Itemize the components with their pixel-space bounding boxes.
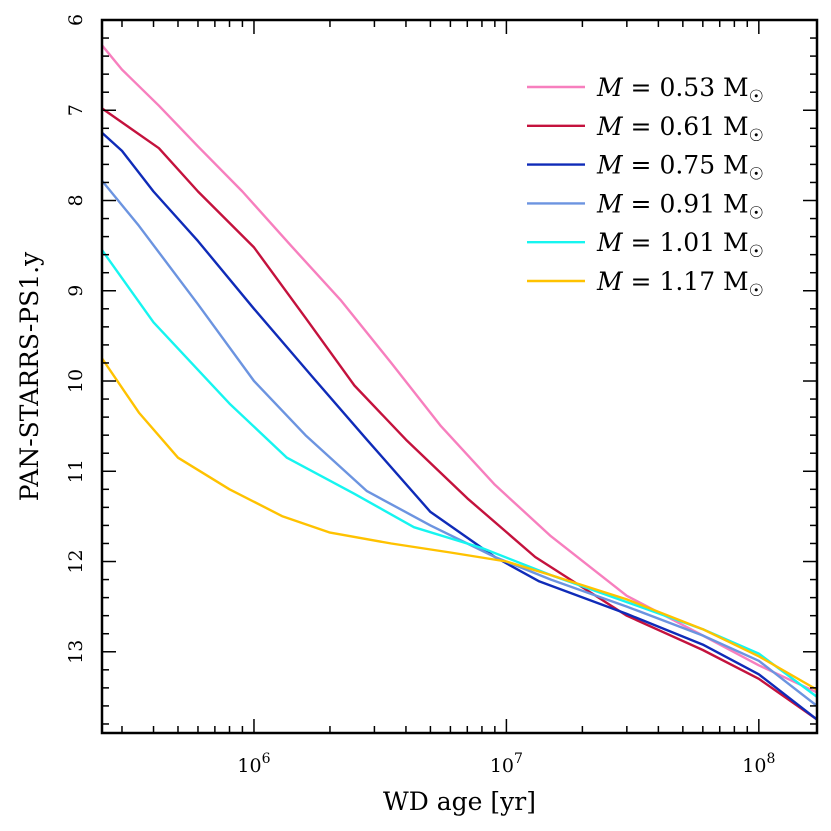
legend-variable: M — [596, 73, 624, 102]
legend-variable: M — [596, 228, 624, 257]
series-line-4 — [102, 179, 817, 707]
legend-sun-symbol: ☉ — [749, 165, 764, 185]
legend-equation: = 0.61 M — [623, 112, 749, 141]
legend-label-3: M = 0.75 M☉ — [596, 151, 764, 185]
legend-equation: = 1.17 M — [623, 267, 749, 296]
legend-label-1: M = 0.53 M☉ — [596, 73, 764, 107]
y-tick-label: 9 — [65, 285, 87, 297]
legend-variable: M — [596, 189, 624, 218]
legend-sun-symbol: ☉ — [749, 281, 764, 301]
series-line-5 — [102, 249, 817, 698]
legend-label-5: M = 1.01 M☉ — [596, 228, 764, 262]
x-tick-base: 10 — [237, 755, 261, 777]
y-tick-label: 12 — [65, 549, 87, 573]
legend-sun-symbol: ☉ — [749, 242, 764, 262]
x-tick-base: 10 — [490, 755, 514, 777]
legend-label-2: M = 0.61 M☉ — [596, 112, 764, 146]
y-axis-label: PAN-STARRS-PS1.y — [15, 251, 44, 501]
legend-variable: M — [596, 112, 624, 141]
y-tick-label: 8 — [65, 194, 87, 206]
x-tick-label: 106 — [237, 751, 270, 777]
legend-label-4: M = 0.91 M☉ — [596, 189, 764, 223]
y-tick-label: 13 — [65, 640, 87, 664]
legend-equation: = 0.53 M — [623, 73, 749, 102]
legend-equation: = 0.75 M — [623, 151, 749, 180]
x-tick-exponent: 6 — [262, 751, 271, 767]
legend-sun-symbol: ☉ — [749, 203, 764, 223]
series-line-2 — [102, 107, 817, 721]
y-tick-label: 6 — [65, 14, 87, 26]
legend: M = 0.53 M☉M = 0.61 M☉M = 0.75 M☉M = 0.9… — [527, 73, 764, 301]
series-line-3 — [102, 131, 817, 721]
y-tick-label: 10 — [65, 369, 87, 393]
legend-equation: = 1.01 M — [623, 228, 749, 257]
x-tick-label: 107 — [490, 751, 523, 777]
plot-frame — [100, 18, 819, 735]
x-axis-label: WD age [yr] — [383, 787, 536, 816]
legend-equation: = 0.91 M — [623, 189, 749, 218]
series-line-1 — [102, 44, 817, 694]
y-tick-label: 7 — [65, 104, 87, 116]
x-tick-base: 10 — [742, 755, 766, 777]
x-tick-label: 108 — [742, 751, 775, 777]
legend-sun-symbol: ☉ — [749, 87, 764, 107]
series-line-6 — [102, 357, 817, 691]
legend-label-6: M = 1.17 M☉ — [596, 267, 764, 301]
legend-sun-symbol: ☉ — [749, 126, 764, 146]
x-tick-exponent: 7 — [514, 751, 523, 767]
x-tick-exponent: 8 — [766, 751, 775, 767]
legend-variable: M — [596, 267, 624, 296]
y-tick-label: 11 — [65, 459, 87, 483]
legend-variable: M — [596, 151, 624, 180]
